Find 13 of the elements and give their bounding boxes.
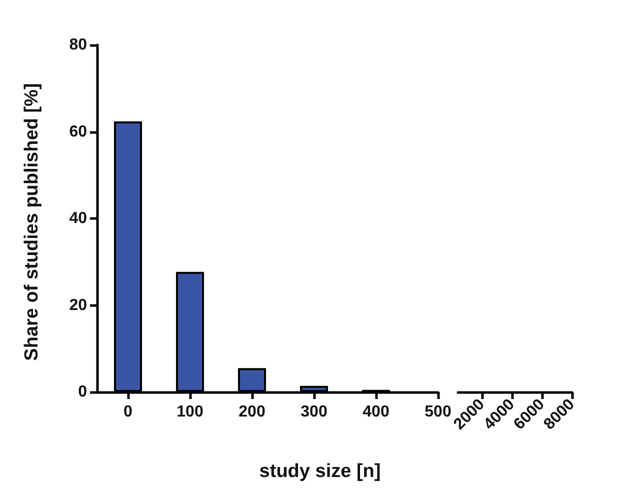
y-tick-label: 60 [69,123,88,140]
x-tick-label: 200 [238,404,266,420]
y-tick-label: 40 [69,210,88,227]
x-axis-title: study size [n] [259,461,381,482]
y-tick-label: 80 [69,36,88,54]
y-tick-label: 20 [69,296,88,314]
x-tick-label: 100 [176,404,204,420]
x-tick-label: 400 [362,404,390,420]
y-tick-label: 0 [78,384,88,400]
y-axis-title: Share of studies published [%] [22,83,42,361]
x-tick-label: 500 [424,404,452,420]
x-tick-label: 0 [124,404,133,420]
x-tick-label: 300 [300,404,328,420]
